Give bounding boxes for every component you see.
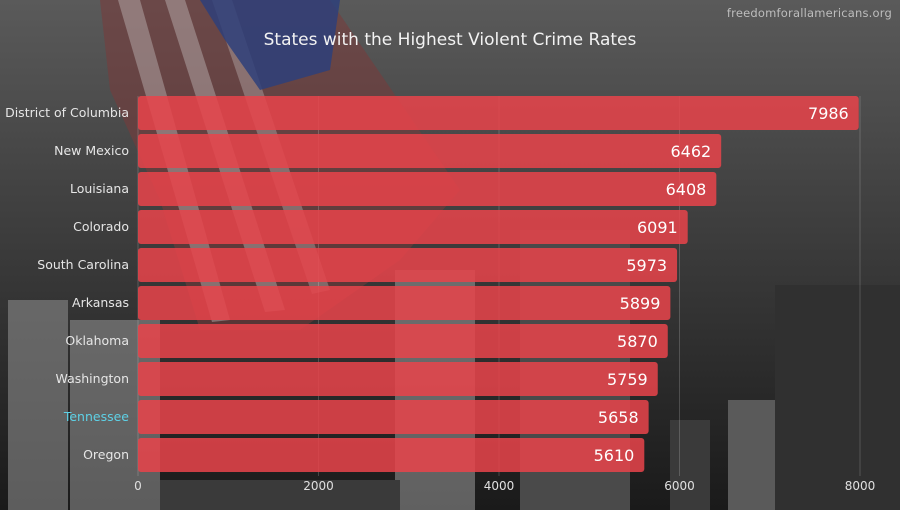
chart-title: States with the Highest Violent Crime Ra… bbox=[263, 30, 637, 50]
bars bbox=[138, 96, 859, 472]
category-label-1: New Mexico bbox=[54, 143, 129, 158]
bar-1 bbox=[138, 134, 722, 168]
value-label-2: 6408 bbox=[666, 180, 707, 199]
category-label-2: Louisiana bbox=[70, 181, 129, 196]
value-label-5: 5899 bbox=[620, 294, 661, 313]
x-tick-label-3: 6000 bbox=[664, 479, 695, 493]
category-label-3: Colorado bbox=[73, 219, 129, 234]
bar-3 bbox=[138, 210, 688, 244]
value-label-9: 5610 bbox=[594, 446, 635, 465]
bar-4 bbox=[138, 248, 678, 282]
value-labels: 7986 6462 6408 6091 5973 5899 5870 5759 5658 5610 bbox=[594, 104, 849, 465]
x-axis-ticks: 0 2000 4000 6000 8000 bbox=[134, 479, 875, 493]
x-tick-label-0: 0 bbox=[134, 479, 142, 493]
bar-5 bbox=[138, 286, 671, 320]
category-label-8: Tennessee bbox=[63, 409, 129, 424]
bar-9 bbox=[138, 438, 645, 472]
bar-0 bbox=[138, 96, 859, 130]
category-label-4: South Carolina bbox=[37, 257, 129, 272]
value-label-3: 6091 bbox=[637, 218, 678, 237]
category-label-6: Oklahoma bbox=[65, 333, 129, 348]
value-label-1: 6462 bbox=[670, 142, 711, 161]
category-label-5: Arkansas bbox=[72, 295, 129, 310]
value-label-7: 5759 bbox=[607, 370, 648, 389]
bar-6 bbox=[138, 324, 668, 358]
bar-2 bbox=[138, 172, 717, 206]
category-label-9: Oregon bbox=[83, 447, 129, 462]
value-label-8: 5658 bbox=[598, 408, 639, 427]
value-label-6: 5870 bbox=[617, 332, 658, 351]
value-label-4: 5973 bbox=[626, 256, 667, 275]
category-labels: District of Columbia New Mexico Louisiana C… bbox=[5, 105, 129, 462]
bar-7 bbox=[138, 362, 658, 396]
x-tick-label-4: 8000 bbox=[845, 479, 876, 493]
watermark: freedomforallamericans.org bbox=[726, 6, 892, 20]
category-label-0: District of Columbia bbox=[5, 105, 129, 120]
bar-8 bbox=[138, 400, 649, 434]
category-label-7: Washington bbox=[56, 371, 129, 386]
x-tick-label-2: 4000 bbox=[484, 479, 515, 493]
x-tick-label-1: 2000 bbox=[303, 479, 334, 493]
value-label-0: 7986 bbox=[808, 104, 849, 123]
